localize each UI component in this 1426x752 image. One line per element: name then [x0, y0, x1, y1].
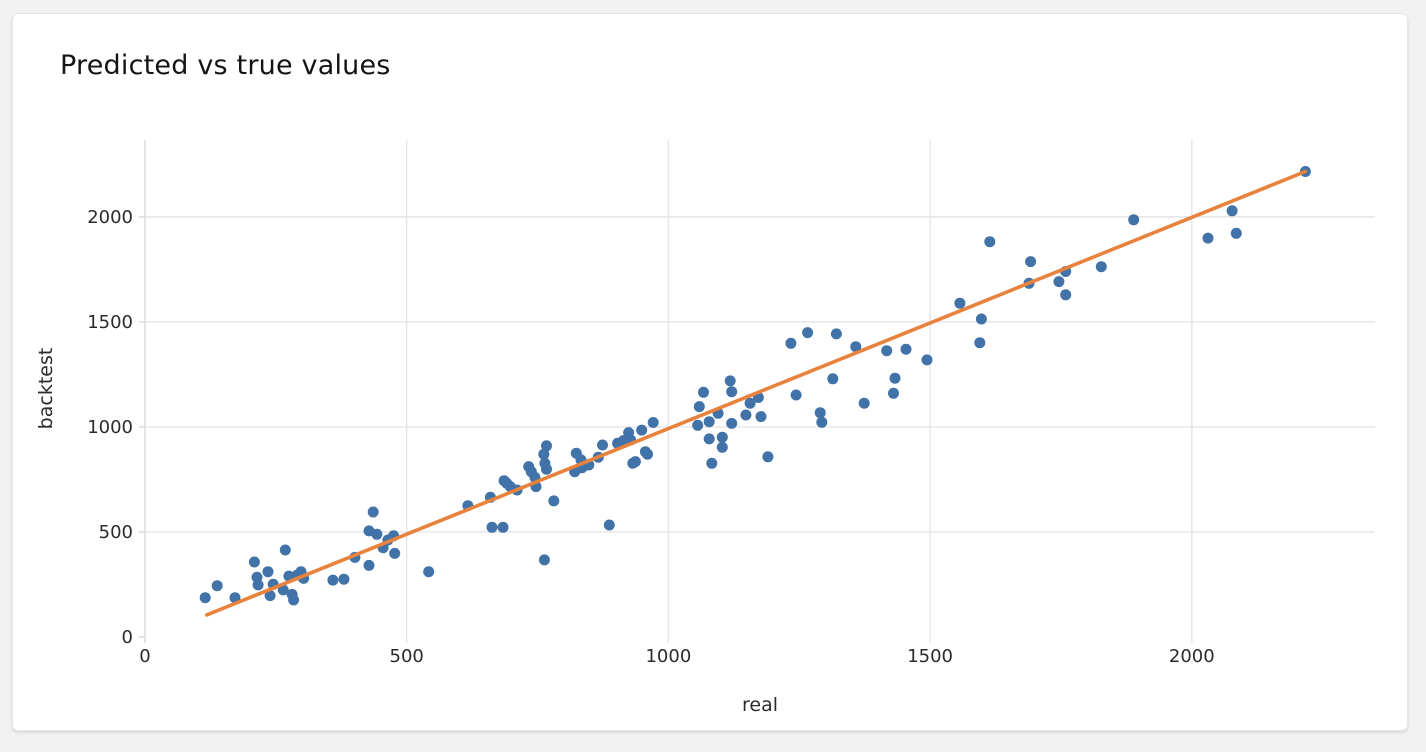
scatter-point	[327, 574, 339, 586]
scatter-point	[790, 389, 802, 401]
scatter-point	[548, 495, 560, 507]
scatter-point	[724, 375, 736, 387]
scatter-point	[1202, 232, 1214, 244]
scatter-point	[486, 521, 498, 533]
scatter-point	[1095, 261, 1107, 273]
scatter-point	[881, 345, 893, 357]
scatter-point	[629, 456, 641, 468]
scatter-point	[541, 440, 552, 452]
scatter-point	[703, 433, 715, 445]
scatter-point	[850, 341, 862, 353]
scatter-point	[636, 424, 648, 436]
scatter-point	[814, 407, 826, 419]
scatter-point	[954, 297, 966, 309]
scatter-point	[921, 354, 933, 366]
scatter-point	[1025, 256, 1037, 268]
y-tick-label: 0	[122, 627, 133, 648]
scatter-point	[888, 387, 899, 399]
scatter-point	[802, 327, 814, 339]
chart-card	[12, 13, 1408, 731]
scatter-point	[726, 417, 738, 429]
scatter-point	[497, 521, 509, 533]
scatter-point	[423, 566, 435, 578]
scatter-point	[692, 419, 704, 431]
scatter-point	[785, 337, 797, 349]
scatter-point	[755, 411, 767, 423]
scatter-point	[367, 506, 379, 518]
scatter-point	[211, 580, 223, 592]
scatter-point	[698, 386, 709, 398]
scatter-point	[279, 544, 291, 556]
scatter-point	[541, 463, 552, 475]
scatter-point	[716, 441, 728, 453]
scatter-point	[1230, 227, 1242, 239]
scatter-point	[858, 397, 870, 409]
scatter-point	[199, 592, 211, 604]
scatter-point	[1053, 276, 1065, 288]
scatter-point	[716, 431, 728, 443]
scatter-point	[1128, 214, 1140, 226]
y-tick-label: 2000	[87, 207, 133, 228]
scatter-point	[642, 448, 653, 460]
scatter-point	[706, 457, 718, 469]
scatter-point	[726, 386, 738, 398]
scatter-point	[647, 417, 659, 428]
scatter-point	[984, 236, 996, 248]
scatter-point	[538, 554, 550, 566]
scatter-point	[1226, 205, 1238, 217]
scatter-point	[900, 343, 912, 355]
x-tick-label: 2000	[1169, 646, 1215, 667]
scatter-point	[338, 573, 350, 585]
scatter-point	[744, 397, 756, 409]
scatter-point	[974, 337, 986, 349]
y-tick-label: 1000	[87, 417, 133, 438]
scatter-point	[830, 328, 842, 340]
scatter-point	[363, 559, 375, 571]
x-axis-label: real	[742, 694, 778, 716]
scatter-point	[740, 409, 752, 421]
scatter-point	[762, 451, 774, 463]
chart-title: Predicted vs true values	[60, 50, 391, 81]
y-axis-label: backtest	[35, 348, 57, 430]
scatter-point	[371, 528, 383, 540]
x-tick-label: 1500	[907, 646, 953, 667]
scatter-point	[248, 556, 260, 568]
x-tick-label: 1000	[645, 646, 691, 667]
scatter-point	[262, 566, 274, 578]
fit-line	[204, 169, 1308, 617]
y-tick-label: 500	[99, 522, 133, 543]
scatter-point	[703, 416, 715, 428]
scatter-point	[889, 372, 901, 384]
scatter-point	[264, 590, 276, 602]
scatter-point	[816, 416, 828, 428]
scatter-point	[603, 519, 615, 531]
scatter-point	[597, 439, 608, 451]
scatter-point	[389, 547, 401, 559]
scatter-point	[277, 584, 289, 596]
x-tick-label: 500	[390, 646, 424, 667]
scatter-point	[229, 592, 241, 604]
y-tick-label: 1500	[87, 312, 133, 333]
scatter-point	[288, 594, 300, 606]
scatter-point	[693, 401, 705, 413]
scatter-point	[252, 579, 264, 591]
scatter-point	[975, 313, 987, 325]
x-tick-label: 0	[139, 646, 150, 667]
scatter-point	[1060, 289, 1072, 301]
scatter-point	[827, 373, 839, 385]
scatter-point	[538, 448, 550, 460]
